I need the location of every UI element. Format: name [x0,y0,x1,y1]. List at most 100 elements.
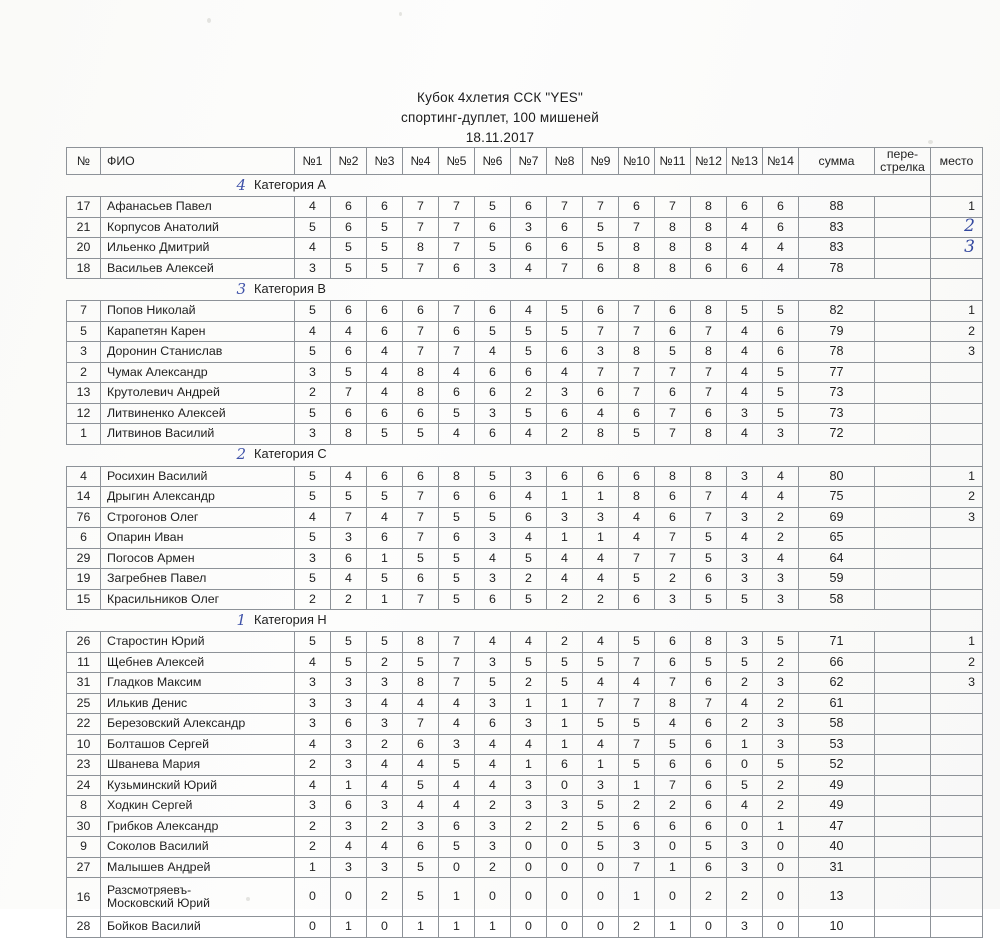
row-place: 1 [930,300,983,322]
row-score-station-7: 1 [510,754,547,776]
row-score-station-10: 7 [618,692,655,714]
row-score-station-6: 3 [474,651,511,673]
table-row[interactable]: 20 Ильенко Дмитрий 4 5 5 8 7 5 6 6 5 8 8 8 4 4 83 3 [66,237,983,259]
row-score-station-1: 4 [294,320,331,342]
row-place: 1 [930,631,983,653]
row-score-station-9: 5 [582,651,619,673]
table-row[interactable]: 8 Ходкин Сергей 3 6 3 4 4 2 3 3 5 2 2 6 4 2 49 [66,795,983,817]
row-score-station-14: 5 [762,361,799,383]
row-score-station-11: 6 [654,815,691,837]
row-score-station-9: 8 [582,423,619,445]
table-row[interactable]: 7 Попов Николай 5 6 6 6 7 6 4 5 6 7 6 8 5 5 82 1 [66,300,983,322]
table-row[interactable]: 3 Доронин Станислав 5 6 4 7 7 4 5 6 3 8 5 8 4 6 78 3 [66,341,983,363]
row-score-station-4: 7 [402,506,439,528]
table-row[interactable]: 30 Грибков Александр 2 3 2 3 6 3 2 2 5 6 6 6 0 1 47 [66,815,983,837]
table-row[interactable]: 12 Литвиненко Алексей 5 6 6 6 5 3 5 6 4 6 7 6 3 5 73 [66,402,983,424]
table-row[interactable]: 76 Строгонов Олег 4 7 4 7 5 5 6 3 3 4 6 7 3 2 69 3 [66,506,983,528]
table-row[interactable]: 14 Дрыгин Александр 5 5 5 7 6 6 4 1 1 8 6 7 4 4 75 2 [66,486,983,508]
table-row[interactable]: 1 Литвинов Василий 3 8 5 5 4 6 4 2 8 5 7 8 4 3 72 [66,423,983,445]
table-row[interactable]: 16 Разсмотряевъ- Московский Юрий 0 0 2 5 1 0 0 0 0 1… [66,877,983,917]
table-row[interactable]: 18 Васильев Алексей 3 5 5 7 6 3 4 7 6 8 8 6 6 4 78 [66,257,983,279]
row-score-station-9: 4 [582,547,619,569]
row-score-station-12: 8 [690,631,727,653]
header-station-2: №2 [330,147,367,175]
row-score-station-10: 7 [618,856,655,878]
row-score-station-5: 7 [438,341,475,363]
table-row[interactable]: 4 Росихин Василий 5 4 6 6 8 5 3 6 6 6 8 8 3 4 80 1 [66,465,983,487]
row-score-station-9: 0 [582,916,619,938]
table-row[interactable]: 21 Корпусов Анатолий 5 6 5 7 7 6 3 6 5 7 8 8 4 6 83 2 [66,216,983,238]
table-row[interactable]: 11 Щебнев Алексей 4 5 2 5 7 3 5 5 5 7 6 5 5 2 66 2 [66,651,983,673]
row-score-station-7: 3 [510,713,547,735]
row-score-station-9: 6 [582,300,619,322]
row-score-station-7: 0 [510,856,547,878]
row-shootoff [874,651,931,673]
row-shootoff [874,547,931,569]
row-number: 3 [66,341,101,363]
row-score-station-13: 4 [726,361,763,383]
table-row[interactable]: 23 Шванева Мария 2 3 4 4 5 4 1 6 1 5 6 6 0 5 52 [66,754,983,776]
row-score-station-8: 5 [546,651,583,673]
row-score-station-13: 2 [726,713,763,735]
category-blank-cell [875,444,931,466]
table-row[interactable]: 15 Красильников Олег 2 2 1 7 5 6 5 2 2 6 3 5 5 3 58 [66,588,983,610]
category-blank-cell [875,610,931,632]
row-number: 21 [66,216,101,238]
table-row[interactable]: 29 Погосов Армен 3 6 1 5 5 4 5 4 4 7 7 5 3 4 64 [66,547,983,569]
row-score-station-2: 3 [330,754,367,776]
table-row[interactable]: 28 Бойков Василий 0 1 0 1 1 1 0 0 0 2 1 0 3 0 10 [66,916,983,938]
table-row[interactable]: 27 Малышев Андрей 1 3 3 5 0 2 0 0 0 7 1 6 3 0 31 [66,856,983,878]
row-score-station-12: 6 [690,754,727,776]
row-name-line-1: Разсмотряевъ- [107,883,192,897]
row-score-station-14: 5 [762,402,799,424]
row-shootoff [874,754,931,776]
row-score-station-6: 4 [474,341,511,363]
category-blank-number [67,444,101,466]
row-shootoff [874,672,931,694]
row-score-station-9: 6 [582,465,619,487]
table-row[interactable]: 5 Карапетян Карен 4 4 6 7 6 5 5 5 7 7 6 7 4 6 79 2 [66,320,983,342]
table-row[interactable]: 26 Старостин Юрий 5 5 5 8 7 4 4 2 4 5 6 8 3 5 71 1 [66,631,983,653]
row-score-station-10: 6 [618,402,655,424]
table-row[interactable]: 9 Соколов Василий 2 4 4 6 5 3 0 0 5 3 0 5 3 0 40 [66,836,983,858]
row-number: 28 [66,916,101,938]
table-row[interactable]: 24 Кузьминский Юрий 4 1 4 5 4 4 3 0 3 1 7 6 5 2 49 [66,774,983,796]
table-row[interactable]: 17 Афанасьев Павел 4 6 6 7 7 5 6 7 7 6 7 8 6 6 88 1 [66,196,983,218]
table-row[interactable]: 6 Опарин Иван 5 3 6 7 6 3 4 1 1 4 7 5 4 2 65 [66,527,983,549]
category-blank-cell [763,279,799,301]
row-number: 18 [66,257,101,279]
row-shootoff [874,216,931,238]
row-name-line-2: Московский Юрий [107,896,210,910]
table-row[interactable]: 13 Крутолевич Андрей 2 7 4 8 6 6 2 3 6 7 6 7 4 5 73 [66,382,983,404]
row-score-station-5: 5 [438,402,475,424]
table-row[interactable]: 2 Чумак Александр 3 5 4 8 4 6 6 4 7 7 7 7 4 5 77 [66,361,983,383]
row-score-station-14: 3 [762,568,799,590]
category-blank-cell [875,279,931,301]
row-score-station-11: 5 [654,733,691,755]
row-number: 16 [66,877,101,917]
row-score-station-11: 8 [654,216,691,238]
row-score-station-10: 7 [618,216,655,238]
row-score-station-13: 3 [726,465,763,487]
table-row[interactable]: 25 Илькив Денис 3 3 4 4 4 3 1 1 7 7 8 7 4 2 61 [66,692,983,714]
row-participant-name: Малышев Андрей [100,856,295,878]
row-shootoff [874,506,931,528]
row-participant-name: Погосов Армен [100,547,295,569]
table-row[interactable]: 10 Болташов Сергей 4 3 2 6 3 4 4 1 4 7 5 6 1 3 53 [66,733,983,755]
row-place-printed: 2 [968,489,975,504]
row-score-station-13: 2 [726,877,763,917]
category-blank-shootoff [930,278,983,301]
row-score-station-7: 4 [510,257,547,279]
row-shootoff [874,257,931,279]
row-score-station-12: 6 [690,815,727,837]
row-score-station-12: 8 [690,300,727,322]
category-separator-row: 3 Категория В [67,278,983,301]
table-row[interactable]: 19 Загребнев Павел 5 4 5 6 5 3 2 4 4 5 2 6 3 3 59 [66,568,983,590]
row-score-station-5: 0 [438,856,475,878]
table-row[interactable]: 31 Гладков Максим 3 3 3 8 7 5 2 5 4 4 7 6 2 3 62 3 [66,672,983,694]
row-score-station-10: 1 [618,877,655,917]
header-shootoff-line-2: стрелка [880,160,925,174]
row-score-station-3: 5 [366,486,403,508]
row-score-station-13: 0 [726,754,763,776]
table-row[interactable]: 22 Березовский Александр 3 6 3 7 4 6 3 1 5 5 4 6 2 3 58 [66,713,983,735]
